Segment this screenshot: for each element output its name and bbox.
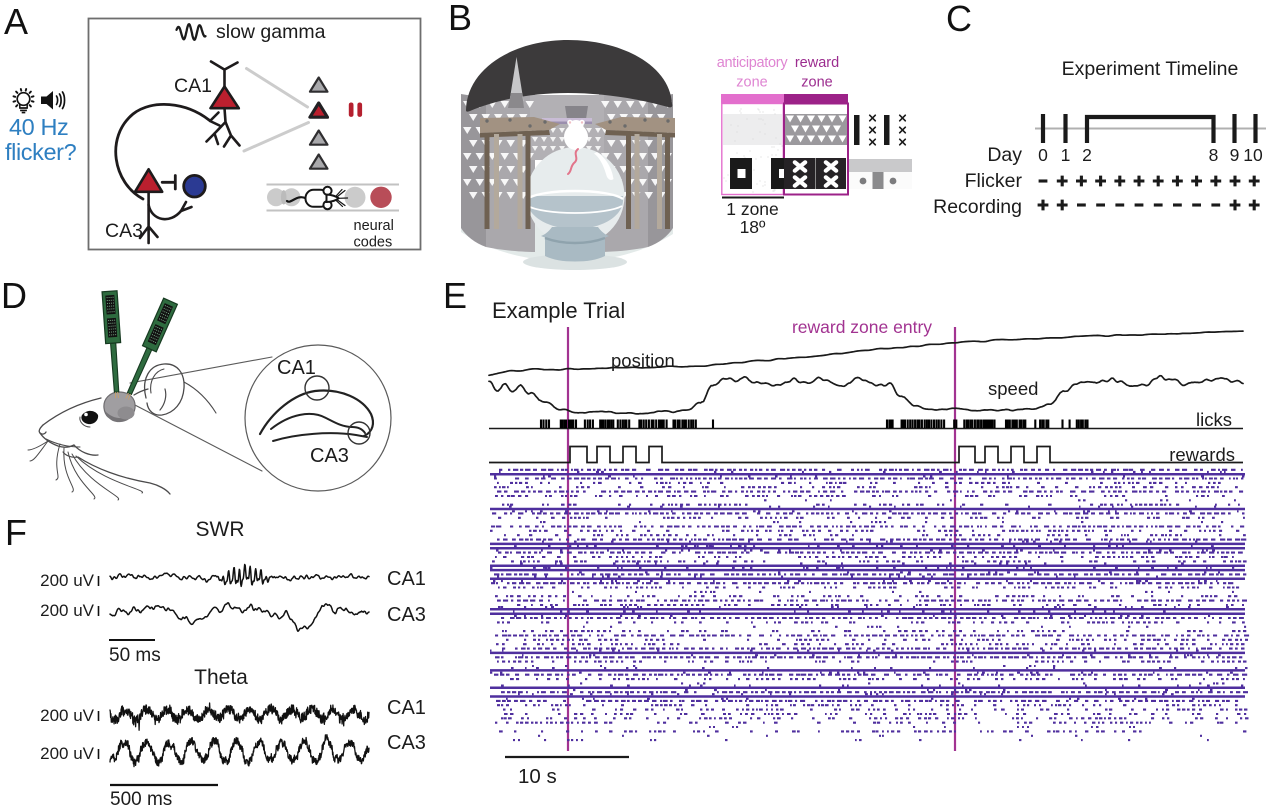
svg-text:Theta: Theta <box>194 666 248 689</box>
svg-text:speed: speed <box>988 378 1038 399</box>
svg-text:rewards: rewards <box>1169 444 1235 465</box>
svg-text:CA3: CA3 <box>310 445 349 467</box>
svg-text:F: F <box>5 512 27 553</box>
svg-text:anticipatory: anticipatory <box>717 55 789 71</box>
svg-text:10 s: 10 s <box>518 765 557 788</box>
svg-text:200 uV: 200 uV <box>40 744 95 763</box>
svg-text:CA1: CA1 <box>277 357 316 379</box>
svg-text:Experiment Timeline: Experiment Timeline <box>1062 58 1239 80</box>
svg-text:1: 1 <box>1061 145 1071 165</box>
svg-text:18º: 18º <box>740 217 766 237</box>
svg-text:D: D <box>1 275 27 316</box>
svg-text:CA3: CA3 <box>105 220 143 242</box>
svg-text:200 uV: 200 uV <box>40 601 95 620</box>
svg-text:10: 10 <box>1243 145 1263 165</box>
svg-text:40 Hz: 40 Hz <box>9 114 68 140</box>
svg-text:Example Trial: Example Trial <box>492 298 625 323</box>
svg-text:Flicker: Flicker <box>965 170 1023 192</box>
svg-text:codes: codes <box>354 235 393 251</box>
svg-text:position: position <box>611 350 675 371</box>
svg-text:0: 0 <box>1038 145 1048 165</box>
svg-text:CA1: CA1 <box>387 568 426 590</box>
svg-text:200 uV: 200 uV <box>40 706 95 725</box>
svg-text:CA3: CA3 <box>387 732 426 754</box>
svg-text:slow gamma: slow gamma <box>216 21 326 43</box>
svg-text:neural: neural <box>354 218 394 234</box>
svg-text:CA1: CA1 <box>387 697 426 719</box>
svg-text:A: A <box>4 1 28 42</box>
svg-text:CA1: CA1 <box>174 75 212 97</box>
svg-text:500 ms: 500 ms <box>110 789 172 810</box>
svg-text:200 uV: 200 uV <box>40 571 95 590</box>
svg-text:SWR: SWR <box>196 518 245 541</box>
svg-text:Recording: Recording <box>933 196 1022 218</box>
svg-text:zone: zone <box>801 75 832 91</box>
svg-text:C: C <box>946 0 972 39</box>
svg-text:reward zone entry: reward zone entry <box>792 317 932 337</box>
svg-text:Day: Day <box>987 144 1022 166</box>
svg-text:1 zone: 1 zone <box>726 199 779 219</box>
svg-text:licks: licks <box>1196 409 1232 430</box>
svg-text:CA3: CA3 <box>387 604 426 626</box>
svg-text:50 ms: 50 ms <box>109 645 161 666</box>
svg-text:B: B <box>448 0 472 38</box>
svg-text:2: 2 <box>1082 145 1092 165</box>
svg-text:flicker?: flicker? <box>5 139 77 165</box>
svg-text:8: 8 <box>1209 145 1219 165</box>
svg-text:zone: zone <box>736 75 767 91</box>
svg-text:9: 9 <box>1230 145 1240 165</box>
svg-text:E: E <box>443 275 467 316</box>
svg-text:reward: reward <box>795 55 839 71</box>
